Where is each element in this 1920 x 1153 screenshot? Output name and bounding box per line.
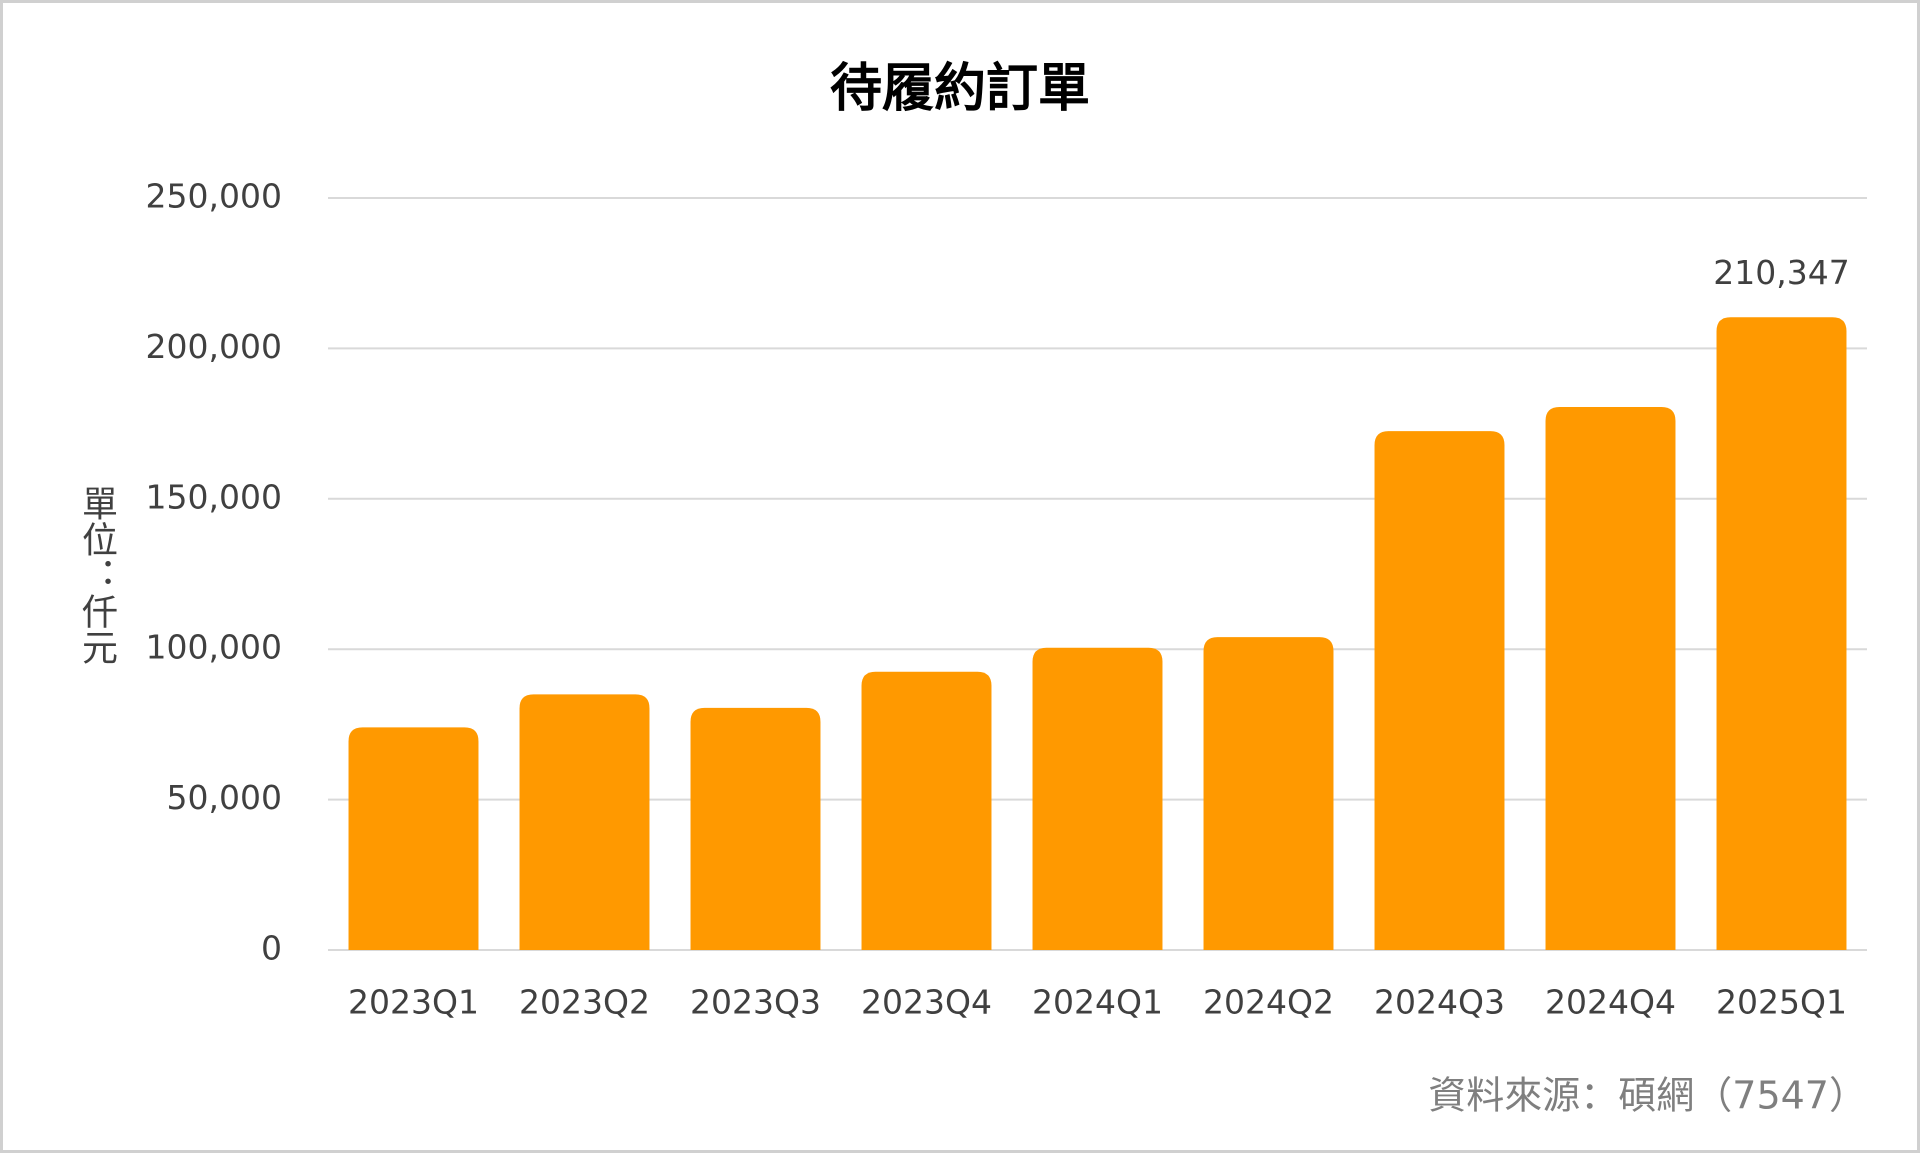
x-tick-label: 2024Q1 xyxy=(1032,983,1163,1022)
y-tick-label: 150,000 xyxy=(146,477,282,516)
y-tick-label: 0 xyxy=(261,929,282,968)
bar xyxy=(1716,317,1847,950)
bar xyxy=(1032,647,1163,950)
x-tick-label: 2023Q2 xyxy=(519,983,650,1022)
y-tick-label: 50,000 xyxy=(167,778,282,817)
bar xyxy=(690,707,821,950)
y-tick-label: 250,000 xyxy=(146,177,282,216)
x-tick-label: 2023Q3 xyxy=(690,983,821,1022)
value-label: 210,347 xyxy=(1713,253,1849,292)
x-tick-label: 2023Q4 xyxy=(861,983,992,1022)
source-note: 資料來源：碩網（7547） xyxy=(1428,1074,1867,1118)
chart-title: 待履約訂單 xyxy=(830,59,1090,119)
x-tick-label: 2024Q3 xyxy=(1374,983,1505,1022)
x-tick-label: 2025Q1 xyxy=(1716,983,1847,1022)
bar xyxy=(1203,637,1334,950)
bar xyxy=(861,671,992,950)
bar xyxy=(1374,431,1505,950)
bar xyxy=(519,694,650,950)
x-tick-label: 2023Q1 xyxy=(348,983,479,1022)
x-tick-label: 2024Q2 xyxy=(1203,983,1334,1022)
y-tick-label: 100,000 xyxy=(146,628,282,667)
x-tick-label: 2024Q4 xyxy=(1545,983,1676,1022)
bar xyxy=(348,727,479,950)
y-tick-label: 200,000 xyxy=(146,327,282,366)
bar xyxy=(1545,407,1676,950)
y-axis-label: 單位：仟元 xyxy=(76,485,118,665)
